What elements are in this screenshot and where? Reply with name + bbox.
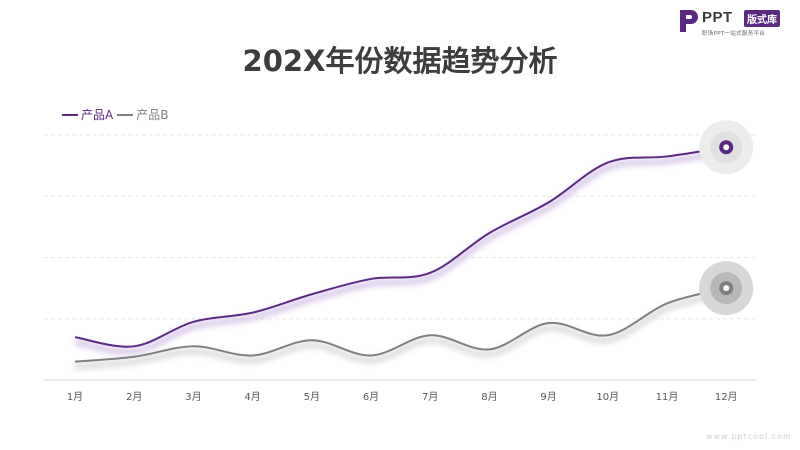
series-line-b	[74, 287, 727, 363]
legend-label: 产品A	[81, 108, 114, 122]
logo-mark-icon	[680, 10, 698, 32]
logo-subtitle: 职场PPT一站式服务平台	[702, 31, 766, 37]
chart-title: 202X年份数据趋势分析	[242, 44, 558, 78]
x-tick-label: 3月	[185, 391, 201, 403]
series-line-a	[74, 146, 727, 348]
x-tick-label: 5月	[304, 391, 320, 403]
x-tick-label: 9月	[540, 391, 556, 403]
x-tick-label: 7月	[422, 391, 438, 403]
legend-item: 产品A	[62, 106, 113, 123]
logo-brand: PPT	[702, 9, 733, 26]
legend-item: 产品B	[117, 106, 168, 123]
x-tick-label: 2月	[126, 391, 142, 403]
x-tick-label: 11月	[656, 391, 679, 403]
end-marker-center	[723, 144, 730, 151]
series-glow	[74, 149, 727, 355]
x-tick-label: 6月	[363, 391, 379, 403]
x-tick-label: 8月	[481, 391, 497, 403]
logo: PPT 版式库 职场PPT一站式服务平台	[678, 8, 794, 38]
legend-swatch	[62, 113, 78, 116]
series-glow	[74, 290, 727, 370]
x-tick-label: 1月	[67, 391, 83, 403]
logo-tag: 版式库	[744, 10, 780, 27]
x-tick-label: 4月	[244, 391, 260, 403]
end-marker-center	[723, 285, 730, 292]
x-tick-label: 10月	[596, 391, 619, 403]
x-tick-label: 12月	[715, 391, 738, 403]
watermark: www.pptcool.com	[706, 432, 792, 441]
legend-swatch	[117, 113, 134, 116]
legend: 产品A 产品B	[62, 106, 172, 123]
legend-label: 产品B	[136, 108, 169, 122]
